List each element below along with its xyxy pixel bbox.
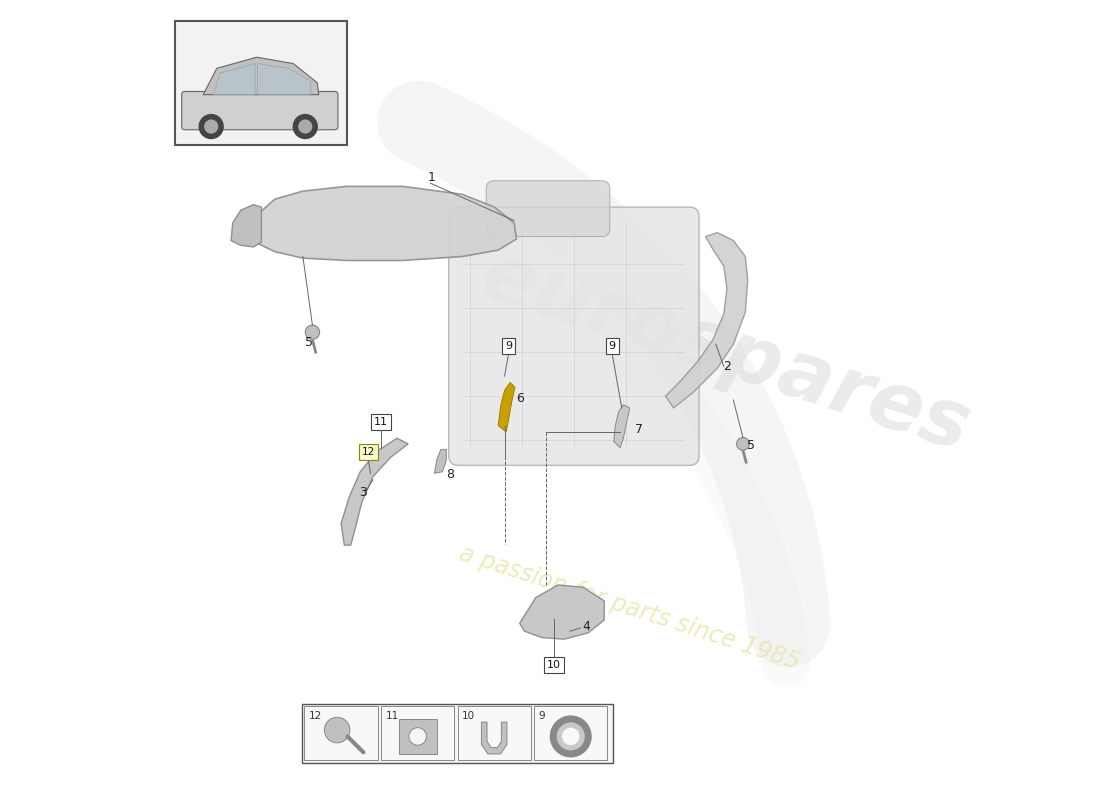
Polygon shape [341,438,408,545]
Text: 9: 9 [539,711,546,721]
Text: 10: 10 [462,711,475,721]
Bar [175,22,346,145]
Text: 5: 5 [305,336,314,349]
FancyBboxPatch shape [486,181,609,237]
Polygon shape [231,205,262,247]
Text: 11: 11 [386,711,399,721]
Text: 12: 12 [309,711,322,721]
Text: 6: 6 [516,391,524,405]
Circle shape [737,438,749,450]
Text: 4: 4 [582,619,590,633]
Text: 5: 5 [747,439,755,453]
FancyBboxPatch shape [449,207,700,466]
Text: 10: 10 [547,660,561,670]
FancyBboxPatch shape [182,91,338,130]
Text: 9: 9 [608,341,616,350]
Polygon shape [498,382,515,432]
Circle shape [562,728,580,745]
Circle shape [553,719,588,754]
Polygon shape [614,405,629,448]
Polygon shape [519,585,604,639]
Text: a passion for parts since 1985: a passion for parts since 1985 [456,541,803,674]
Polygon shape [666,233,748,408]
Text: 2: 2 [723,360,730,373]
Text: 8: 8 [447,468,454,481]
Bar [302,704,613,762]
Circle shape [324,718,350,743]
Polygon shape [257,63,311,94]
Text: 12: 12 [362,447,375,457]
Text: 9: 9 [505,341,513,350]
Polygon shape [204,57,319,94]
Circle shape [306,325,320,339]
Circle shape [199,114,223,138]
Polygon shape [213,63,255,94]
Polygon shape [243,186,517,261]
Polygon shape [482,722,507,754]
Text: 11: 11 [374,418,388,427]
Circle shape [299,120,311,133]
Text: 1: 1 [428,170,436,184]
Circle shape [294,114,317,138]
FancyBboxPatch shape [398,719,437,754]
Bar [305,706,377,760]
Bar [535,706,607,760]
Circle shape [205,120,218,133]
Bar [381,706,454,760]
Text: 3: 3 [359,486,366,498]
Text: 7: 7 [636,423,644,437]
Polygon shape [434,450,447,474]
Text: eurospares: eurospares [471,237,979,468]
Circle shape [409,728,427,745]
Bar [458,706,531,760]
